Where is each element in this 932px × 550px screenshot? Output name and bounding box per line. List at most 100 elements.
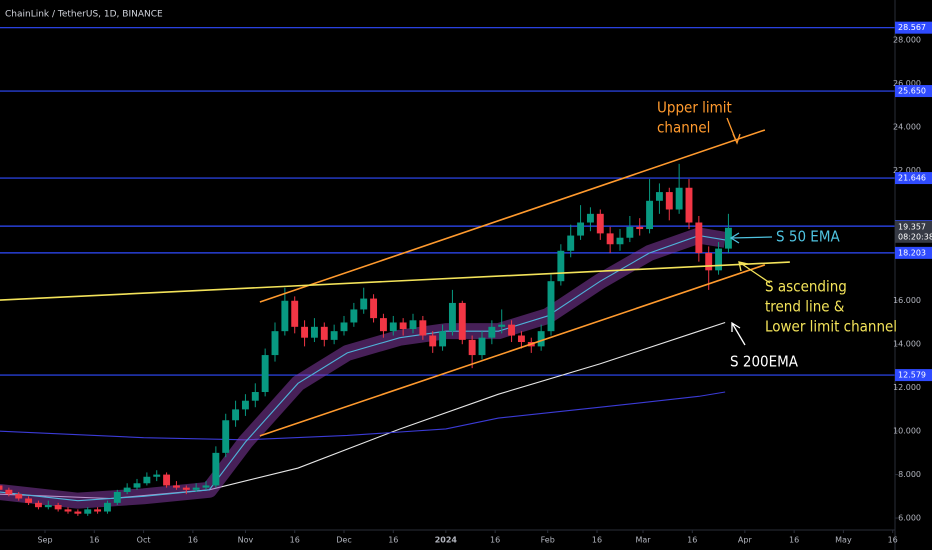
candle-body — [84, 509, 92, 514]
candle-body — [172, 485, 180, 488]
candle-body — [330, 331, 338, 340]
candle-body — [379, 318, 387, 332]
price-label: 19.357 — [898, 222, 926, 231]
countdown: 08:20:38 — [898, 232, 932, 241]
trend-line — [259, 264, 766, 437]
candle-body — [360, 298, 368, 310]
candle-body — [567, 235, 575, 251]
level-label-box — [895, 21, 932, 34]
x-tick-label: 16 — [687, 536, 697, 545]
level-label-box — [895, 85, 932, 98]
y-tick-label: 16.000 — [893, 296, 921, 305]
candle-body — [350, 309, 358, 323]
x-tick-label: 16 — [290, 536, 300, 545]
candle-body — [15, 494, 23, 499]
y-tick-label: 12.000 — [893, 383, 921, 392]
y-tick-label: 26.000 — [893, 79, 921, 88]
candle-body — [340, 322, 348, 332]
candle-body — [439, 331, 447, 347]
x-tick-label: Sep — [37, 536, 52, 545]
arrow — [731, 321, 746, 346]
candle-body — [675, 187, 683, 210]
candle-body — [547, 281, 555, 332]
candle-body — [261, 355, 269, 393]
candle-body — [133, 483, 141, 488]
price-label-box — [895, 220, 932, 243]
candle-body — [192, 487, 200, 490]
annotation: S 50 EMA — [776, 228, 840, 246]
level-label-box — [895, 172, 932, 185]
candle-body — [537, 331, 545, 347]
level-label: 25.650 — [898, 87, 926, 96]
candle-body — [94, 509, 102, 512]
y-tick-label: 14.000 — [893, 340, 921, 349]
x-tick-label: 16 — [89, 536, 99, 545]
trend-line — [0, 261, 790, 301]
candle-body — [44, 505, 52, 508]
x-tick-label: 16 — [388, 536, 398, 545]
level-label-box — [895, 246, 932, 259]
level-label: 18.203 — [898, 248, 926, 257]
candle-body — [34, 502, 42, 508]
candle-body — [251, 392, 259, 401]
candle-body — [74, 511, 82, 514]
candle-body — [241, 400, 249, 410]
candle-body — [281, 300, 289, 332]
candle-body — [557, 250, 565, 282]
candle-body — [212, 452, 220, 486]
candle-body — [695, 222, 703, 253]
candle-body — [123, 487, 131, 492]
candle-body — [715, 248, 723, 271]
candle-body — [616, 237, 624, 245]
candle-body — [606, 233, 614, 245]
candle-body — [705, 252, 713, 271]
candle-body — [665, 192, 673, 210]
candle-body — [389, 322, 397, 332]
annotation: Upper limit — [657, 99, 732, 117]
annotation: S ascending — [765, 278, 847, 296]
candle-body — [291, 300, 299, 327]
candle-body — [517, 335, 525, 343]
candle-body — [163, 474, 171, 486]
ema-line — [0, 391, 726, 441]
x-tick-label: 16 — [188, 536, 198, 545]
ema-line — [0, 234, 726, 502]
candle-body — [310, 326, 318, 338]
level-label: 28.567 — [898, 23, 926, 32]
arrow — [729, 232, 773, 244]
x-tick-label: Mar — [635, 536, 651, 545]
candle-body — [399, 322, 407, 329]
plot-area — [0, 27, 895, 516]
candle-body — [488, 326, 496, 338]
candle-body — [113, 491, 121, 503]
candle-body — [222, 420, 230, 453]
arrows — [726, 117, 773, 346]
candle-body — [182, 487, 190, 490]
candle-body — [5, 489, 13, 495]
candle-body — [646, 200, 654, 230]
candle-body — [596, 213, 604, 234]
y-tick-label: 28.000 — [893, 35, 921, 44]
candle-body — [626, 226, 634, 238]
x-tick-label: 16 — [888, 536, 898, 545]
level-label-box — [895, 369, 932, 382]
trend-line — [259, 129, 766, 303]
x-tick-label: 16 — [490, 536, 500, 545]
candle-body — [202, 485, 210, 488]
candle-body — [54, 505, 62, 510]
annotation: S 200EMA — [730, 353, 799, 371]
candle-body — [25, 498, 33, 503]
candle-body — [320, 326, 328, 340]
candle-body — [458, 302, 466, 340]
annotation: trend line & — [765, 298, 845, 316]
y-tick-label: 6.000 — [898, 514, 921, 523]
candle-body — [143, 476, 151, 484]
candle-body — [232, 409, 240, 421]
candle-body — [409, 320, 417, 329]
x-tick-label: Nov — [238, 536, 254, 545]
candle-body — [478, 337, 486, 356]
candle-body — [429, 335, 437, 347]
arrow — [726, 117, 741, 145]
